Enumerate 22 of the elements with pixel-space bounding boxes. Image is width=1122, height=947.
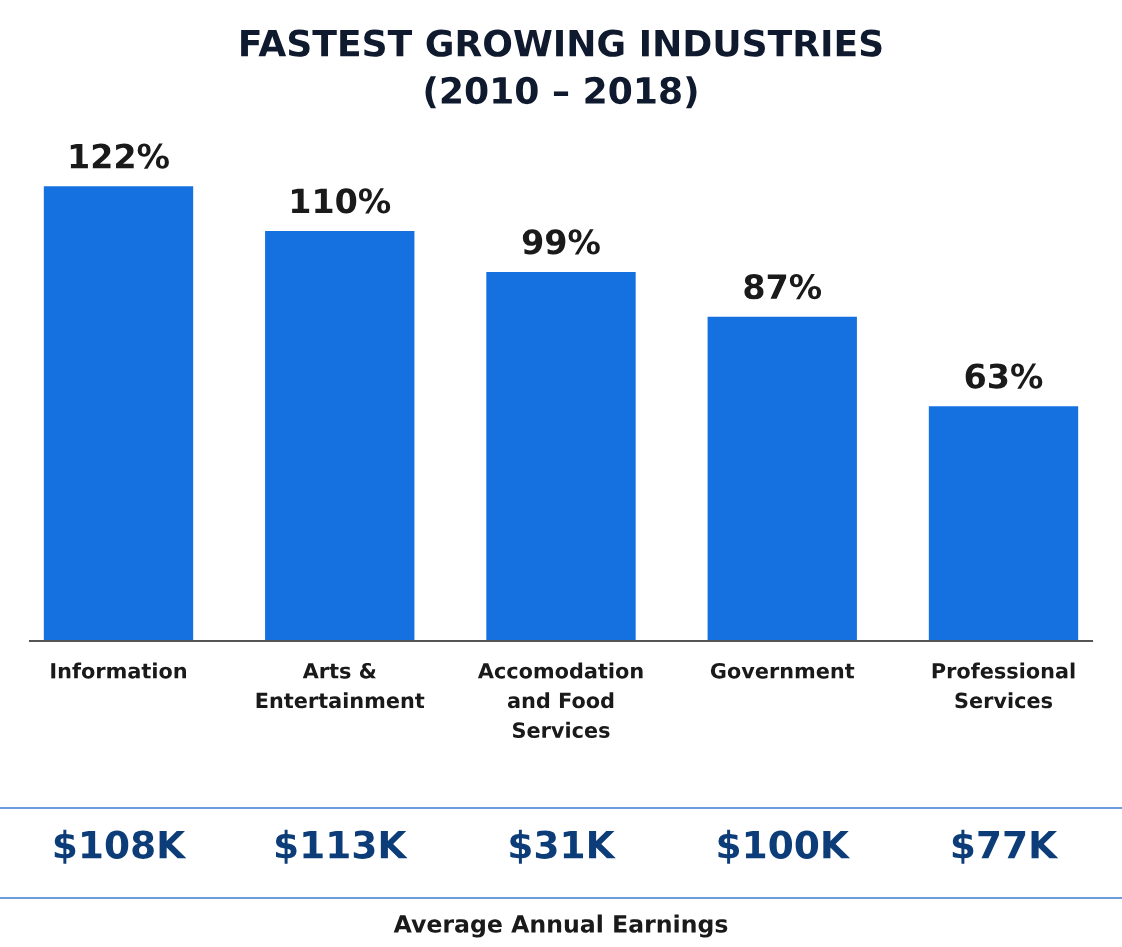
data-label: 122% [70,143,169,169]
bar [707,316,857,641]
data-label: 99% [522,229,600,255]
text: $100K [718,829,851,864]
x-tick-label: Government [710,662,855,679]
bar [265,231,415,641]
bar [43,186,194,641]
data-label: 87% [744,274,822,300]
x-tick-label: Information [51,662,186,679]
text: $113K [275,829,408,864]
text: $31K [510,829,616,864]
x-tick-label: Accomodation and Food Services [477,662,643,738]
text: $77K [952,829,1059,864]
x-tick-label: Arts & Entertainment [256,662,425,709]
text: $108K [54,829,187,864]
chart-title: FASTEST GROWING INDUSTRIES (2010 – 2018) [241,29,882,109]
bar [486,272,636,641]
bar [928,406,1079,641]
data-label: 110% [292,188,391,214]
data-label: 63% [965,363,1043,389]
x-tick-label: Professional Services [932,662,1075,709]
text: Average Annual Earnings [393,914,728,938]
